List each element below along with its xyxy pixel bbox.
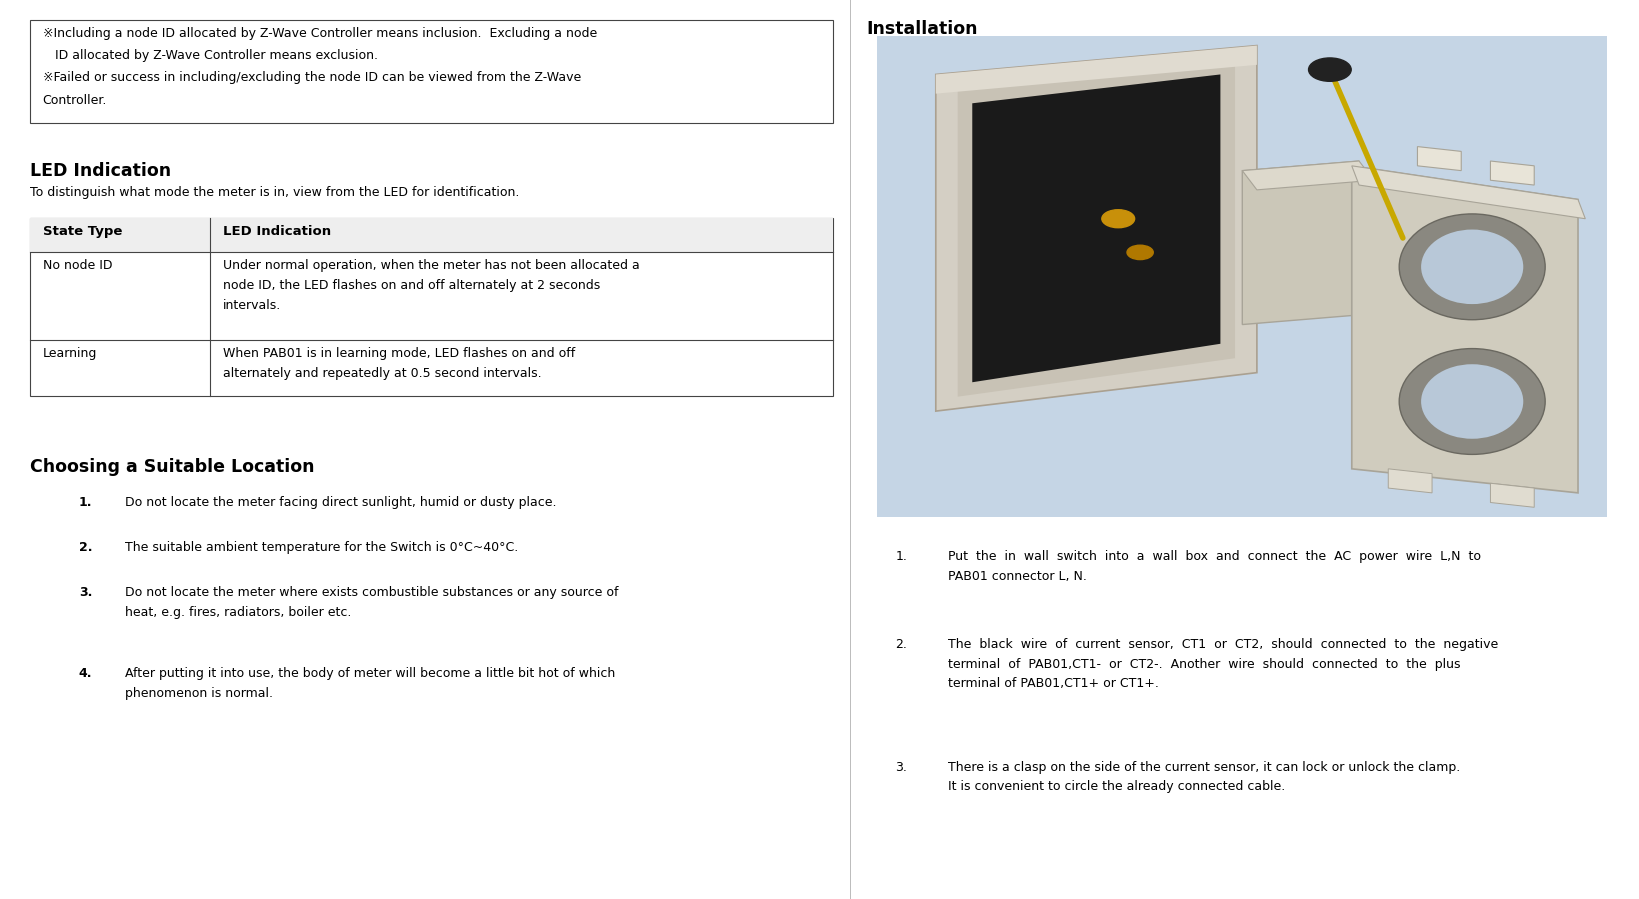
Text: ID allocated by Z-Wave Controller means exclusion.: ID allocated by Z-Wave Controller means … — [43, 49, 377, 62]
Polygon shape — [1490, 161, 1534, 185]
Text: Do not locate the meter facing direct sunlight, humid or dusty place.: Do not locate the meter facing direct su… — [125, 496, 556, 509]
Ellipse shape — [1398, 214, 1544, 320]
Bar — [877, 36, 1606, 517]
Polygon shape — [1351, 165, 1585, 218]
Polygon shape — [1387, 469, 1431, 493]
Text: 4.: 4. — [79, 667, 92, 680]
Polygon shape — [936, 46, 1255, 93]
Polygon shape — [972, 75, 1219, 382]
Circle shape — [1126, 245, 1152, 260]
Text: To distinguish what mode the meter is in, view from the LED for identification.: To distinguish what mode the meter is in… — [30, 186, 518, 199]
Text: 2.: 2. — [895, 638, 906, 651]
Text: LED Indication: LED Indication — [223, 225, 331, 237]
Text: State Type: State Type — [43, 225, 121, 237]
Polygon shape — [957, 60, 1234, 396]
Polygon shape — [1351, 165, 1577, 493]
Text: 1.: 1. — [895, 550, 906, 563]
Text: The suitable ambient temperature for the Switch is 0°C~40°C.: The suitable ambient temperature for the… — [125, 541, 518, 554]
Text: Do not locate the meter where exists combustible substances or any source of
hea: Do not locate the meter where exists com… — [125, 586, 618, 619]
Text: Put  the  in  wall  switch  into  a  wall  box  and  connect  the  AC  power  wi: Put the in wall switch into a wall box a… — [947, 550, 1480, 583]
Circle shape — [1101, 209, 1134, 227]
Text: After putting it into use, the body of meter will become a little bit hot of whi: After putting it into use, the body of m… — [125, 667, 615, 699]
Text: The  black  wire  of  current  sensor,  CT1  or  CT2,  should  connected  to  th: The black wire of current sensor, CT1 or… — [947, 638, 1498, 690]
Polygon shape — [1490, 484, 1534, 507]
Polygon shape — [936, 46, 1255, 411]
Text: There is a clasp on the side of the current sensor, it can lock or unlock the cl: There is a clasp on the side of the curr… — [947, 761, 1459, 793]
Text: Choosing a Suitable Location: Choosing a Suitable Location — [30, 458, 313, 476]
Polygon shape — [1416, 147, 1460, 171]
Text: 3.: 3. — [895, 761, 906, 773]
Text: Controller.: Controller. — [43, 93, 107, 107]
Text: Learning: Learning — [43, 347, 97, 360]
Text: Under normal operation, when the meter has not been allocated a
node ID, the LED: Under normal operation, when the meter h… — [223, 259, 639, 312]
Ellipse shape — [1421, 364, 1523, 439]
Text: LED Indication: LED Indication — [30, 162, 170, 180]
Text: No node ID: No node ID — [43, 259, 111, 271]
Bar — [30, 218, 833, 252]
Text: When PAB01 is in learning mode, LED flashes on and off
alternately and repeatedl: When PAB01 is in learning mode, LED flas… — [223, 347, 575, 380]
Text: 2.: 2. — [79, 541, 92, 554]
Text: 3.: 3. — [79, 586, 92, 599]
Text: ※Failed or success in including/excluding the node ID can be viewed from the Z-W: ※Failed or success in including/excludin… — [43, 72, 580, 85]
Text: 1.: 1. — [79, 496, 92, 509]
Text: Installation: Installation — [865, 20, 977, 38]
Text: ※Including a node ID allocated by Z-Wave Controller means inclusion.  Excluding : ※Including a node ID allocated by Z-Wave… — [43, 27, 597, 40]
Ellipse shape — [1421, 229, 1523, 304]
Polygon shape — [1242, 161, 1359, 325]
Bar — [30, 218, 833, 396]
Bar — [30, 20, 833, 123]
Ellipse shape — [1398, 349, 1544, 454]
Polygon shape — [1242, 161, 1373, 190]
Circle shape — [1308, 58, 1351, 81]
